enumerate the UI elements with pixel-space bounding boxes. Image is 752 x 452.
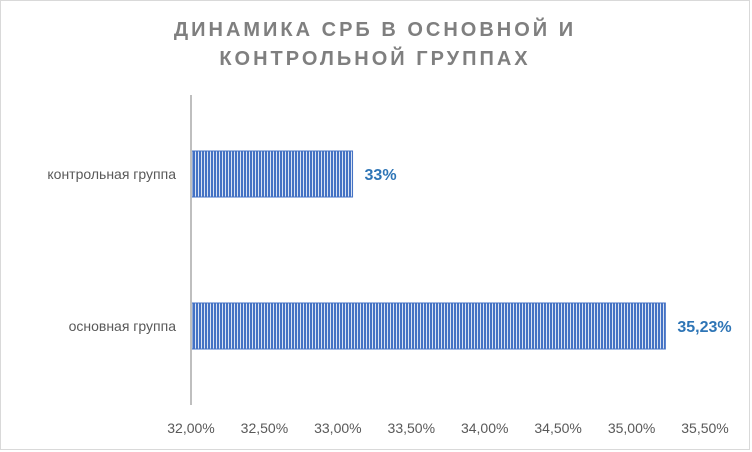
x-axis-tick-labels: 32,00% 32,50% 33,00% 33,50% 34,00% 34,50% 35,0… — [167, 420, 728, 436]
x-tick-label: 32,50% — [241, 420, 288, 436]
bar-control-group — [191, 150, 354, 198]
chart-title-line-2: КОНТРОЛЬНОЙ ГРУППАХ — [219, 48, 531, 70]
x-tick-label: 33,00% — [314, 420, 361, 436]
data-label: 33% — [365, 167, 397, 184]
category-label: основная группа — [69, 318, 177, 334]
category-label: контрольная группа — [47, 166, 176, 182]
chart-title-line-1: ДИНАМИКА СРБ В ОСНОВНОЙ И — [173, 19, 577, 41]
x-tick-label: 33,50% — [388, 420, 435, 436]
data-label: 35,23% — [677, 319, 731, 336]
chart-title: ДИНАМИКА СРБ В ОСНОВНОЙ И КОНТРОЛЬНОЙ ГР… — [0, 16, 750, 74]
x-tick-label: 34,00% — [461, 420, 508, 436]
x-tick-label: 34,50% — [534, 420, 581, 436]
bar-main-group — [191, 302, 666, 350]
bars-layer — [191, 150, 666, 350]
x-tick-label: 35,00% — [608, 420, 655, 436]
category-labels: контрольная группа основная группа — [47, 166, 176, 334]
data-labels: 33% 35,23% — [365, 167, 732, 336]
x-tick-label: 35,50% — [681, 420, 728, 436]
x-tick-label: 32,00% — [167, 420, 214, 436]
